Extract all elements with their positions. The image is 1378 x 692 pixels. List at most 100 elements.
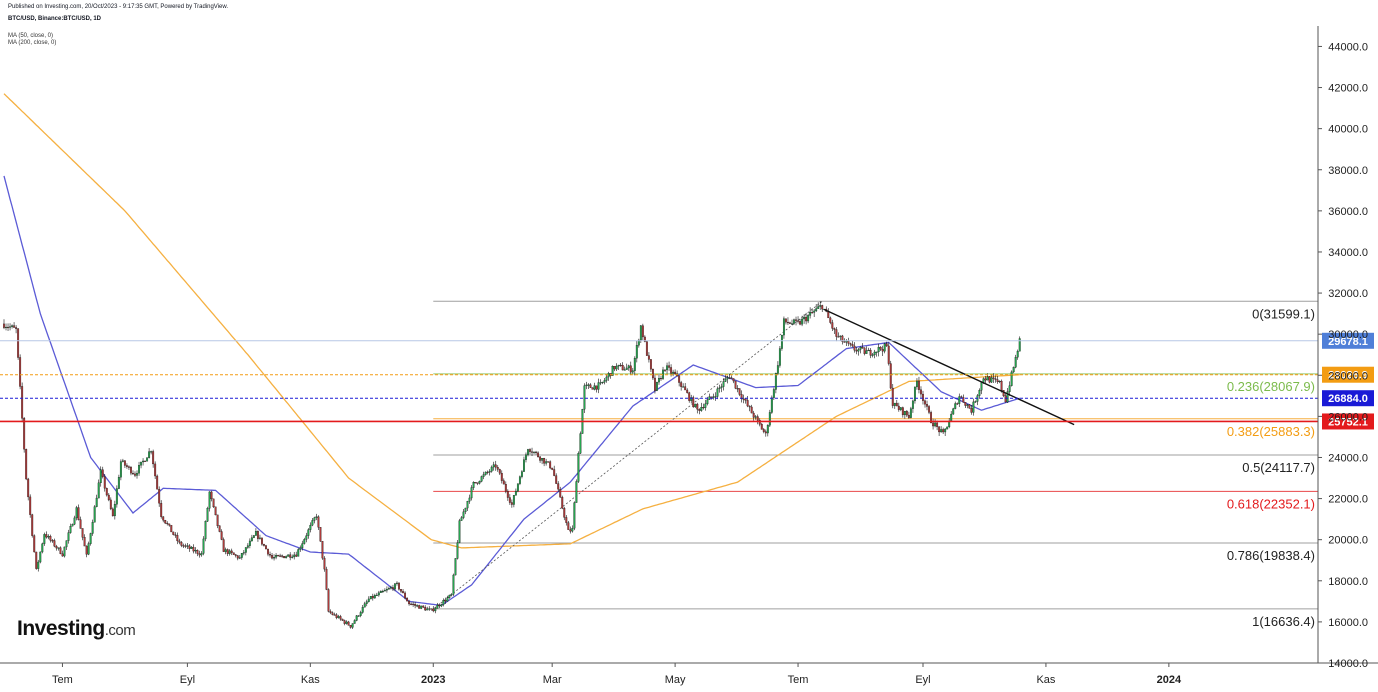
candle-down [881,349,884,352]
candle-up [275,555,278,558]
candle-down [668,365,671,368]
candle-down [158,489,161,504]
candle-up [138,465,140,474]
candle-down [323,557,326,570]
candle-down [444,600,447,602]
candle-down [531,451,533,453]
candle-down [400,589,402,592]
candle-down [498,469,501,474]
candle-up [238,557,241,559]
candle-up [809,312,812,316]
candle-up [466,501,469,509]
candle-up [345,621,348,624]
y-tick-label: 44000.0 [1328,41,1368,53]
candle-down [85,545,88,555]
axes: 14000.0 16000.0 18000.0 20000.0 22000.0 24000… [0,26,1378,686]
candle-up [456,542,459,559]
candle-up [1008,385,1011,392]
candle-down [889,363,892,389]
candle-down [924,400,926,405]
candle-up [1018,338,1021,352]
candle-up [899,407,902,410]
investing-logo: Investing.com [17,617,136,641]
candle-down [51,540,54,542]
candle-up [287,554,290,557]
candle-down [510,502,513,505]
price-tag-ma50 [1322,390,1374,407]
candle-down [476,482,479,484]
candle-down [645,341,648,356]
candle-up [658,378,660,383]
candle-up [252,535,255,538]
candle-up [273,557,276,559]
candle-down [861,347,864,349]
candle-up [990,377,993,383]
candle-down [494,464,497,468]
candle-down [232,552,235,555]
candle-down [930,412,933,424]
candle-down [21,386,24,419]
candle-down [762,429,765,432]
candle-down [891,387,894,406]
candle-up [605,376,608,381]
candle-up [700,407,703,411]
candle-up [470,487,473,499]
candle-up [754,416,757,418]
candle-up [113,504,116,517]
candle-down [795,319,797,321]
fib-label: 0.236(28067.9) [1227,379,1315,394]
candle-up [903,411,906,416]
candle-down [180,542,183,546]
candle-up [575,481,578,503]
candle-down [553,469,556,476]
candle-up [190,546,193,549]
candle-up [186,545,189,547]
candle-up [142,460,145,463]
candle-up [440,604,443,607]
candle-up [720,386,723,389]
candle-up [396,582,398,584]
candle-up [117,477,120,489]
candles [3,301,1021,630]
candle-down [664,369,666,371]
candle-down [333,614,336,616]
candle-up [950,413,953,422]
candle-up [194,549,197,552]
candle-down [15,327,18,329]
candle-up [867,349,870,352]
y-tick-label: 32000.0 [1328,288,1368,300]
candle-down [220,531,223,540]
candle-down [702,407,705,409]
candle-down [79,519,82,529]
candle-up [448,594,451,598]
candle-up [311,520,314,526]
ma50-legend: MA (50, close, 0) [8,33,54,39]
ma200-layer [3,93,1020,549]
candle-up [285,556,288,559]
candle-up [615,365,618,370]
candle-up [1016,351,1019,358]
candle-up [75,507,78,519]
candle-up [637,339,640,346]
x-tick-label: Kas [301,674,320,686]
candle-down [53,540,56,547]
candle-down [678,375,681,383]
candle-up [978,390,981,396]
y-tick-label: 16000.0 [1328,617,1368,629]
x-tick-label: Mar [543,674,562,686]
candle-down [103,476,106,489]
candle-down [174,534,177,536]
candle-up [119,461,122,478]
candle-down [651,368,654,379]
symbol-title: BTC/USD, Binance:BTC/USD, 1D [8,16,102,22]
candle-down [835,329,838,337]
candle-up [291,556,294,558]
candle-down [283,556,286,559]
candle-down [188,545,191,549]
logo-main: Investing [17,617,105,640]
candle-down [936,422,939,427]
candle-down [591,387,594,390]
candle-up [307,529,310,536]
candle-down [649,359,652,370]
